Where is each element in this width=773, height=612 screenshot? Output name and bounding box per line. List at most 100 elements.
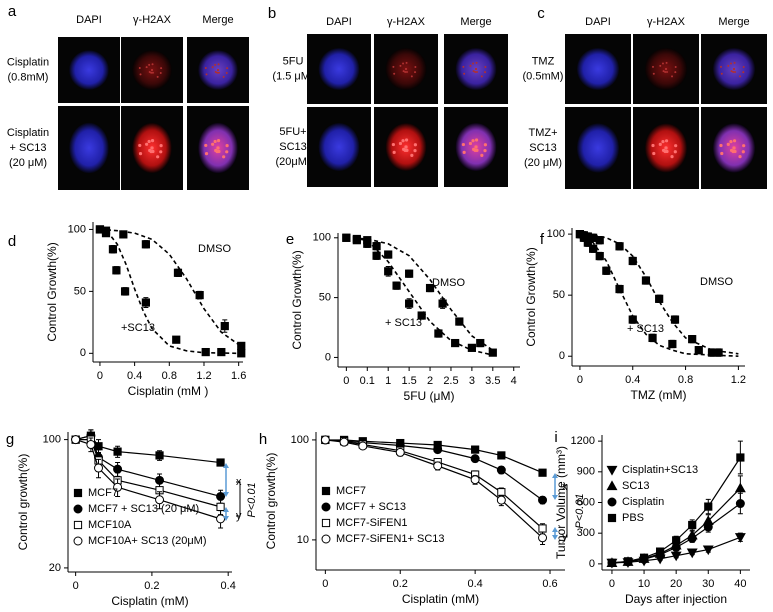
marker xyxy=(497,451,506,460)
focus xyxy=(222,155,226,159)
focus xyxy=(674,144,678,148)
annotation: DMSO xyxy=(432,277,465,289)
marker xyxy=(94,463,104,473)
y-tick-label: 50 xyxy=(319,292,331,304)
focus xyxy=(484,71,487,74)
marker xyxy=(641,276,651,285)
focus xyxy=(720,72,723,75)
marker xyxy=(688,335,697,344)
focus xyxy=(150,139,155,143)
x-tick-label: 0.8 xyxy=(678,374,693,386)
annotation: + SC13 xyxy=(385,317,422,329)
marker xyxy=(672,536,681,545)
marker xyxy=(434,329,443,338)
marker xyxy=(113,482,123,492)
focus xyxy=(159,144,163,148)
marker xyxy=(217,347,226,357)
legend-label: MCF10A xyxy=(88,519,132,531)
x-tick-label: 0 xyxy=(343,375,349,387)
focus xyxy=(151,63,154,66)
x-tick-label: 0.6 xyxy=(542,578,557,590)
row-label: (0.5mM) xyxy=(523,70,564,82)
panel-letter: h xyxy=(259,431,267,448)
legend-label: SC13 xyxy=(622,480,650,492)
focus xyxy=(150,71,153,74)
row-label: SC13 xyxy=(529,142,557,154)
marker xyxy=(395,447,405,457)
marker xyxy=(538,468,547,477)
marker xyxy=(702,545,714,556)
marker xyxy=(615,284,624,294)
legend-marker xyxy=(73,536,83,546)
focus xyxy=(159,71,162,74)
focus xyxy=(472,62,475,65)
marker xyxy=(639,553,649,562)
panel-letter: a xyxy=(8,3,17,20)
x-tick-label: 0.8 xyxy=(162,370,177,382)
marker xyxy=(417,311,426,320)
marker xyxy=(686,548,698,559)
legend-marker xyxy=(321,502,331,512)
y-tick-label: 20 xyxy=(49,562,61,574)
x-tick-label: 2 xyxy=(427,375,433,387)
focus xyxy=(484,66,487,69)
focus xyxy=(214,63,217,66)
marker xyxy=(602,266,611,275)
arrow-head xyxy=(552,527,558,540)
x-axis-label: Cisplatin (mM) xyxy=(402,592,479,606)
x-tick-label: 0 xyxy=(609,578,615,590)
y-tick-label: 50 xyxy=(74,285,86,297)
legend-marker xyxy=(606,480,618,491)
marker xyxy=(237,341,246,350)
nucleus xyxy=(69,50,109,90)
marker xyxy=(496,465,506,475)
focus xyxy=(214,70,217,73)
y-tick-label: 0 xyxy=(559,350,565,362)
focus xyxy=(222,75,225,78)
focus xyxy=(720,151,724,156)
marker xyxy=(736,453,745,462)
focus xyxy=(673,150,677,154)
marker xyxy=(694,346,703,355)
annotation: +SC13 xyxy=(121,322,155,334)
focus xyxy=(732,70,735,73)
x-tick-label: 10 xyxy=(638,578,650,590)
marker xyxy=(141,240,150,249)
focus xyxy=(405,70,408,73)
focus xyxy=(461,142,465,147)
marker xyxy=(607,558,617,567)
y-tick-label: 100 xyxy=(547,228,565,240)
marker xyxy=(433,445,443,455)
focus xyxy=(665,149,669,154)
marker xyxy=(433,461,443,471)
marker xyxy=(173,268,183,277)
row-label: (20μM) xyxy=(275,156,310,168)
row-label: (0.8mM) xyxy=(8,71,49,83)
focus xyxy=(138,152,143,156)
panel-letter: g xyxy=(6,431,14,448)
focus xyxy=(147,139,151,144)
marker xyxy=(438,299,447,308)
y-tick-label: 600 xyxy=(577,496,595,508)
focus xyxy=(474,138,479,142)
marker xyxy=(670,551,682,562)
focus xyxy=(661,62,664,65)
row-label: + SC13 xyxy=(10,142,47,154)
x-axis-label: Cisplatin (mM ) xyxy=(128,384,209,398)
column-header: Merge xyxy=(202,14,233,26)
legend-marker xyxy=(73,520,83,530)
x-tick-label: 4 xyxy=(511,375,517,387)
marker xyxy=(589,244,598,253)
marker xyxy=(320,435,330,445)
focus xyxy=(151,69,153,71)
marker xyxy=(595,251,604,261)
x-tick-label: 0 xyxy=(73,580,79,592)
focus xyxy=(670,154,674,159)
column-header: DAPI xyxy=(326,16,352,28)
row-label: (20 μM) xyxy=(524,157,562,169)
y-tick-label: 10 xyxy=(297,534,309,546)
focus xyxy=(732,139,737,143)
legend-marker xyxy=(73,488,83,498)
y-tick-label: 100 xyxy=(313,232,331,244)
